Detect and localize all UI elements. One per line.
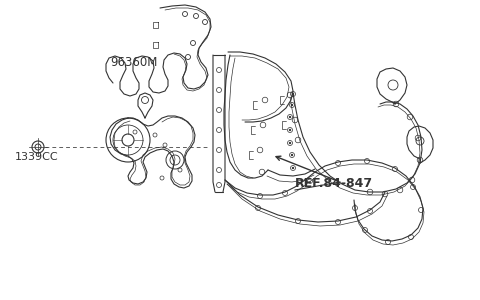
- Circle shape: [289, 116, 291, 118]
- Circle shape: [292, 167, 294, 169]
- Circle shape: [292, 93, 294, 95]
- Text: REF.84-847: REF.84-847: [295, 177, 373, 190]
- Circle shape: [289, 129, 291, 131]
- Text: 1339CC: 1339CC: [15, 152, 59, 162]
- Circle shape: [291, 154, 293, 156]
- Circle shape: [291, 104, 293, 106]
- Text: 96360M: 96360M: [110, 56, 157, 68]
- Circle shape: [289, 142, 291, 144]
